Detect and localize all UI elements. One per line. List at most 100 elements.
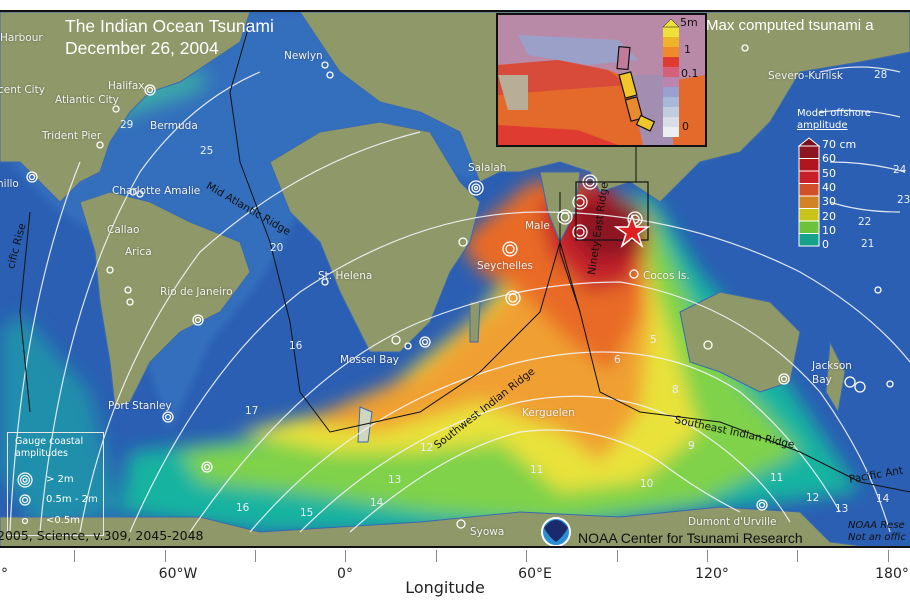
contour-label: 6 — [614, 354, 621, 366]
axis-tick-label: 60°W — [158, 566, 198, 582]
colorbar-swatch — [798, 233, 820, 247]
gauge-legend: Gauge coastal amplitudes > 2m 0.5m - 2m … — [7, 432, 104, 536]
map-graphic — [0, 12, 910, 546]
place-label: Port Stanley — [108, 400, 172, 412]
place-label: Male — [525, 220, 550, 232]
x-axis-label: Longitude — [405, 578, 485, 597]
axis-tick-label: 120° — [695, 566, 729, 582]
place-label: Mossel Bay — [340, 354, 399, 366]
axis-tick — [74, 550, 75, 562]
map-title: The Indian Ocean Tsunami December 26, 20… — [65, 15, 274, 59]
title-line-1: The Indian Ocean Tsunami — [65, 16, 274, 36]
colorbar-label: 70 cm — [822, 138, 857, 151]
place-label: Jackson — [812, 360, 852, 372]
colorbar-heading-2: amplitude — [797, 120, 848, 131]
corner-note-2: Not an offic — [848, 532, 906, 543]
axis-tick — [617, 550, 618, 562]
place-label: Dumont d'Urville — [688, 516, 777, 528]
axis-tick — [707, 550, 708, 562]
amplitude-colorbar: Model offshore amplitude 70 cm 60 50 40 30 20… — [797, 108, 897, 251]
place-label: Atlantic City — [55, 94, 119, 106]
contour-label: 12 — [420, 442, 434, 454]
place-label: Arica — [125, 246, 152, 258]
colorbar-label: 40 — [822, 180, 836, 194]
contour-label: 15 — [300, 507, 314, 519]
noaa-logo — [541, 517, 571, 546]
place-label: St. Helena — [318, 270, 373, 282]
colorbar-heading-1: Model offshore — [797, 108, 871, 119]
contour-label: 22 — [858, 216, 872, 228]
place-label: Syowa — [470, 526, 505, 538]
contour-label: 28 — [874, 69, 888, 81]
colorbar-swatch — [798, 158, 820, 172]
contour-label: 16 — [289, 340, 303, 352]
contour-label: 11 — [770, 472, 784, 484]
contour-label: 14 — [370, 497, 384, 509]
gauge-item-large: > 2m — [46, 474, 74, 485]
axis-tick — [255, 550, 256, 562]
place-label: Salalah — [468, 162, 507, 174]
axis-tick-label: 0° — [0, 566, 8, 582]
gauge-item-small: <0.5m — [46, 515, 81, 526]
contour-label: 5 — [650, 334, 657, 346]
gauge-heading-2: amplitudes — [15, 448, 68, 459]
gauge-symbols — [17, 472, 33, 525]
gauge-item-medium: 0.5m - 2m — [46, 494, 98, 505]
colorbar-label: 50 — [822, 166, 836, 180]
place-label: Charlotte Amalie — [112, 185, 201, 197]
contour-label: 14 — [876, 493, 890, 505]
place-label: Bay — [812, 374, 832, 386]
colorbar-overflow-arrow — [797, 137, 821, 147]
inset-scale-0: 0 — [682, 120, 689, 133]
axis-tick — [797, 550, 798, 562]
place-label: Newlyn — [284, 50, 323, 62]
contour-label: 24 — [893, 164, 907, 176]
colorbar-swatch — [798, 170, 820, 184]
axis-tick-label: 180° — [875, 566, 909, 582]
contour-label: 13 — [388, 474, 402, 486]
colorbar-swatch — [798, 183, 820, 197]
axis-tick — [165, 550, 166, 562]
colorbar-label: 10 — [822, 223, 836, 237]
colorbar-swatch — [798, 208, 820, 222]
tsunami-map: The Indian Ocean Tsunami December 26, 20… — [0, 10, 910, 548]
colorbar-label: 0 — [822, 238, 829, 252]
place-label: Callao — [107, 224, 140, 236]
place-label: nillo — [0, 178, 19, 190]
contour-label: 25 — [200, 145, 214, 157]
contour-label: 23 — [897, 194, 910, 206]
corner-note-1: NOAA Rese — [848, 520, 905, 531]
place-label: Rio de Janeiro — [160, 286, 233, 298]
colorbar-swatches — [797, 137, 821, 247]
inset-map: 5m 1 0.1 0 — [496, 13, 707, 147]
noaa-credit: NOAA Center for Tsunami Research — [578, 530, 803, 546]
contour-label: 29 — [120, 119, 134, 131]
place-label: Cocos Is. — [643, 270, 690, 282]
contour-label: 12 — [806, 492, 820, 504]
contour-label: 21 — [861, 238, 875, 250]
citation: 2005, Science, v.309, 2045-2048 — [0, 528, 204, 543]
max-computed-title: Max computed tsunami a — [706, 17, 874, 34]
axis-tick-label: 0° — [337, 566, 353, 582]
contour-label: 11 — [530, 464, 544, 476]
gauge-legend-heading: Gauge coastal amplitudes — [15, 436, 83, 460]
colorbar-heading: Model offshore amplitude — [797, 108, 897, 132]
contour-label: 8 — [672, 384, 679, 396]
colorbar-swatch — [798, 145, 820, 159]
contour-label: 20 — [270, 242, 284, 254]
colorbar-swatch — [798, 195, 820, 209]
colorbar-swatch — [798, 220, 820, 234]
inset-scale-0-1: 0.1 — [681, 67, 699, 80]
contour-label: 16 — [236, 502, 250, 514]
axis-tick — [436, 550, 437, 562]
place-label: Bermuda — [150, 120, 198, 132]
colorbar-label: 30 — [822, 195, 836, 209]
inset-extent-box — [575, 181, 649, 241]
inset-colorbar — [662, 18, 680, 137]
noaa-corner-note: NOAA Rese Not an offic — [848, 520, 906, 544]
axis-tick — [888, 550, 889, 562]
title-line-2: December 26, 2004 — [65, 38, 219, 58]
colorbar-label: 20 — [822, 209, 836, 223]
inset-graphic — [498, 15, 705, 145]
inset-scale-1: 1 — [684, 43, 691, 56]
